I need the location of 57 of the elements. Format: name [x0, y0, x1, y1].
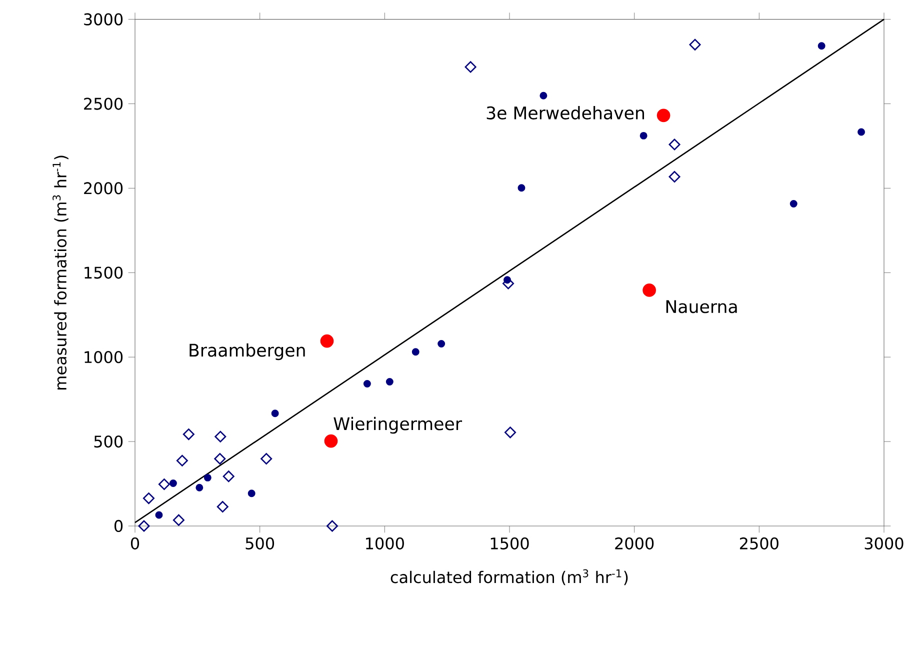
point	[668, 170, 680, 182]
point	[320, 334, 334, 348]
point	[155, 511, 163, 519]
point	[196, 484, 204, 492]
y-tick-label: 3000	[84, 13, 123, 26]
point	[172, 514, 184, 526]
point	[260, 453, 272, 465]
point	[540, 92, 548, 100]
point	[518, 184, 526, 192]
y-tick-label: 0	[114, 520, 123, 532]
x-tick-label: 2000	[615, 537, 654, 550]
point	[222, 470, 234, 482]
point	[216, 500, 228, 512]
y-tick-label: 500	[94, 435, 123, 448]
x-tick-label: 2500	[740, 537, 778, 550]
point	[271, 410, 279, 418]
y-axis-title: measured formation (m$^{3}$ hr$^{-1}$)	[52, 156, 68, 390]
point	[204, 474, 212, 482]
point	[504, 426, 516, 438]
point	[142, 492, 154, 504]
point	[689, 38, 701, 50]
point	[169, 480, 177, 487]
point	[790, 200, 798, 208]
annotation: 3e Merwedehaven	[486, 106, 644, 120]
x-tick-label: 1000	[366, 537, 404, 550]
y-tick-label: 1000	[84, 351, 123, 364]
point	[138, 520, 150, 532]
y-tick-label: 2500	[84, 98, 123, 110]
point	[412, 348, 420, 356]
x-axis-title: calculated formation (m$^{3}$ hr$^{-1}$)	[390, 569, 628, 586]
x-tick-label: 3000	[864, 537, 904, 550]
point	[214, 453, 226, 465]
point	[818, 42, 826, 50]
point	[158, 478, 170, 490]
x-tick-label: 0	[130, 537, 140, 550]
point	[363, 380, 371, 388]
annotation: Wieringermeer	[334, 416, 462, 434]
point	[182, 428, 194, 440]
point	[214, 430, 226, 442]
point	[668, 138, 680, 150]
point	[324, 434, 338, 448]
x-tick-label: 1500	[490, 537, 529, 550]
annotation: Nauerna	[666, 300, 737, 314]
annotation: Braambergen	[190, 343, 305, 360]
point	[656, 108, 670, 122]
point	[642, 284, 656, 297]
point	[640, 132, 648, 140]
point	[176, 454, 188, 466]
point	[326, 520, 338, 532]
point	[248, 490, 256, 498]
point	[464, 61, 476, 73]
point	[386, 378, 394, 386]
point	[858, 128, 866, 136]
y-tick-label: 1500	[84, 266, 123, 279]
y-tick-label: 2000	[84, 182, 123, 194]
point	[438, 340, 446, 348]
x-tick-label: 500	[246, 537, 274, 550]
